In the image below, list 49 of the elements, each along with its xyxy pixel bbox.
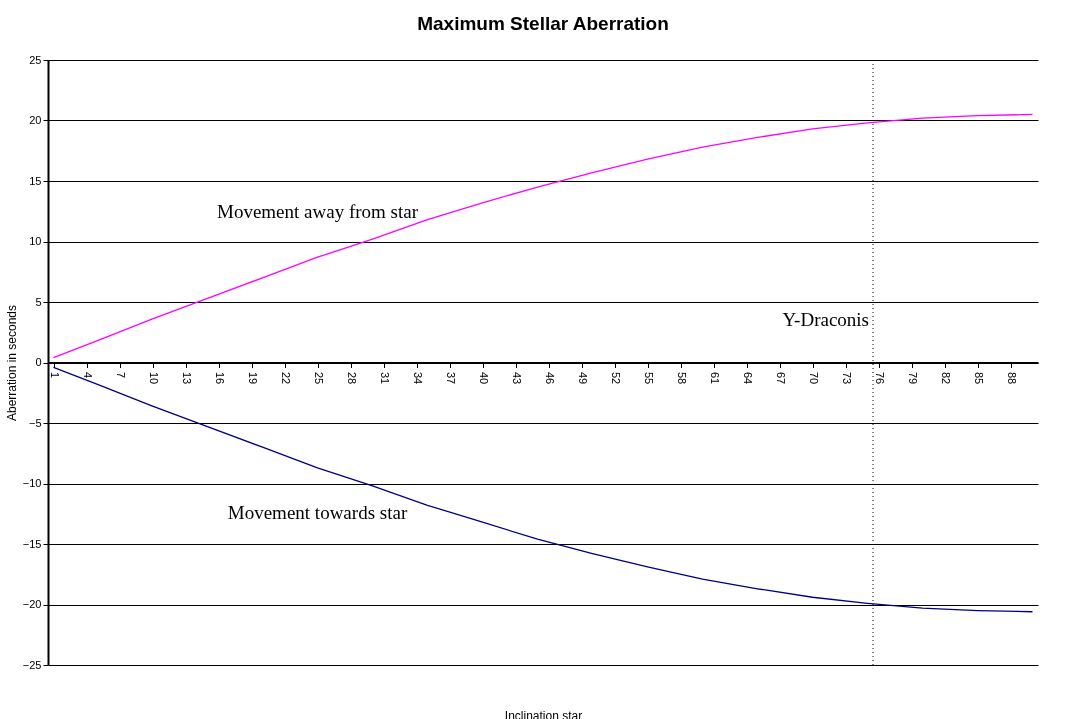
y-tick-label: 10 xyxy=(29,235,42,247)
x-tick-label: 55 xyxy=(643,372,655,385)
x-tick-label: 28 xyxy=(346,372,358,385)
x-tick-label: 25 xyxy=(313,372,325,385)
x-tick-label: 61 xyxy=(709,372,721,385)
x-tick-label: 4 xyxy=(82,372,94,379)
y-tick-label: −20 xyxy=(22,598,42,610)
y-tick-label: 20 xyxy=(29,114,42,126)
x-tick-label: 13 xyxy=(181,372,193,385)
ref-line-label: Y-Draconis xyxy=(782,309,869,331)
x-tick-label: 43 xyxy=(511,372,523,385)
x-tick-label: 19 xyxy=(247,372,259,385)
x-tick-label: 58 xyxy=(676,372,688,385)
x-tick-label: 67 xyxy=(775,372,787,385)
x-axis-title: Inclination star xyxy=(504,708,583,719)
chart-title: Maximum Stellar Aberration xyxy=(417,13,669,34)
x-tick-label: 88 xyxy=(1006,372,1018,385)
y-tick-label: 0 xyxy=(35,356,42,368)
x-tick-label: 82 xyxy=(940,372,952,385)
y-axis-title: Aberration in seconds xyxy=(4,304,19,422)
x-tick-label: 1 xyxy=(49,372,61,379)
x-tick-label: 70 xyxy=(808,372,820,385)
x-tick-label: 79 xyxy=(907,372,919,385)
series-label: Movement towards star xyxy=(227,501,408,523)
x-tick-label: 76 xyxy=(874,372,886,385)
x-tick-label: 52 xyxy=(610,372,622,385)
x-tick-label: 7 xyxy=(115,372,127,379)
line-series xyxy=(52,113,1034,359)
x-tick-label: 10 xyxy=(148,372,160,385)
series-label: Movement away from star xyxy=(216,201,419,223)
y-tick-label: 5 xyxy=(35,295,42,308)
x-tick-label: 31 xyxy=(379,372,391,385)
x-tick-label: 40 xyxy=(478,372,490,385)
x-tick-label: 85 xyxy=(973,372,985,385)
x-tick-label: 73 xyxy=(841,372,853,385)
x-tick-label: 34 xyxy=(412,372,424,385)
x-tick-label: 49 xyxy=(577,372,589,385)
y-tick-label: −15 xyxy=(22,537,42,550)
line-series xyxy=(52,366,1034,613)
x-tick-label: 46 xyxy=(544,372,556,385)
y-tick-label: −10 xyxy=(22,477,42,489)
x-tick-label: 16 xyxy=(214,372,226,385)
y-tick-label: −5 xyxy=(28,416,42,429)
y-tick-label: 15 xyxy=(29,174,42,187)
y-tick-label: −25 xyxy=(22,658,42,671)
x-tick-label: 64 xyxy=(742,372,754,385)
y-tick-label: 25 xyxy=(29,53,42,66)
x-tick-label: 37 xyxy=(445,372,457,385)
x-tick-label: 22 xyxy=(280,372,292,385)
